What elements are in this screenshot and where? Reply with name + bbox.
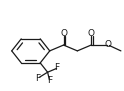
Text: O: O [88, 29, 95, 38]
Text: F: F [54, 63, 59, 72]
Text: F: F [36, 74, 41, 83]
Text: O: O [60, 29, 67, 38]
Text: O: O [104, 40, 111, 49]
Text: F: F [47, 76, 52, 85]
